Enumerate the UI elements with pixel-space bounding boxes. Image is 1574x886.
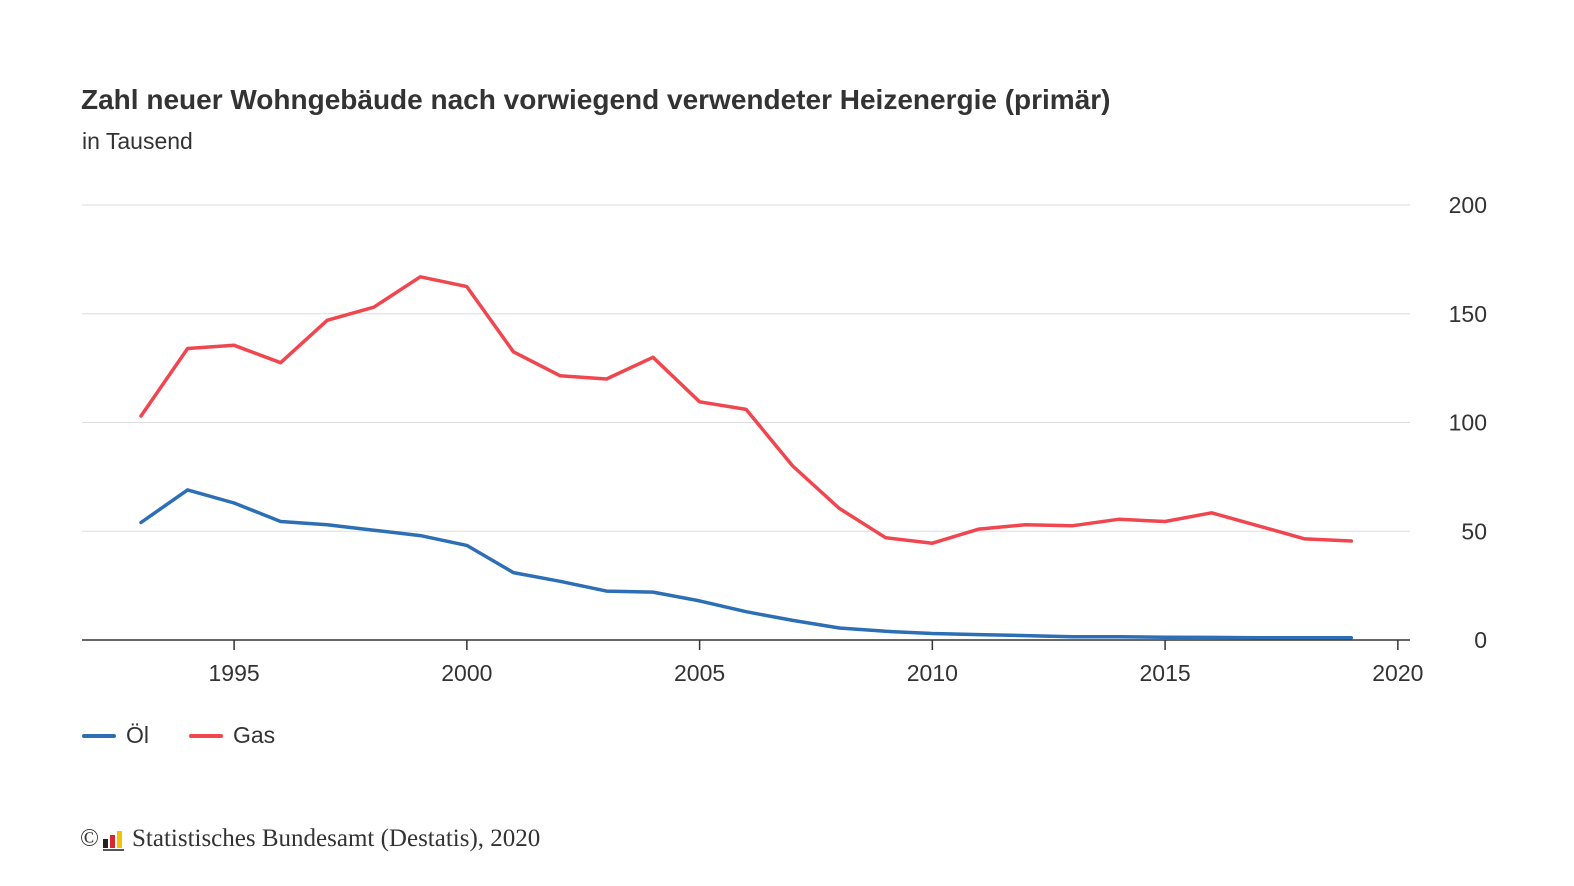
data-point-oel-2000[interactable]	[465, 543, 469, 547]
data-point-gas-2017[interactable]	[1256, 524, 1260, 528]
legend-swatch-gas	[189, 733, 223, 738]
x-tick-label-1995: 1995	[209, 660, 260, 686]
data-point-oel-2017[interactable]	[1256, 636, 1260, 640]
data-point-gas-1999[interactable]	[418, 275, 422, 279]
data-point-oel-1996[interactable]	[279, 519, 283, 523]
data-point-gas-2014[interactable]	[1117, 517, 1121, 521]
data-point-gas-1996[interactable]	[279, 361, 283, 365]
x-tick-label-2015: 2015	[1140, 660, 1191, 686]
x-tick-label-2010: 2010	[907, 660, 958, 686]
data-point-oel-2008[interactable]	[837, 626, 841, 630]
x-tick-label-2020: 2020	[1372, 660, 1423, 686]
data-point-oel-2003[interactable]	[605, 589, 609, 593]
data-point-gas-2015[interactable]	[1163, 519, 1167, 523]
chart-title: Zahl neuer Wohngebäude nach vorwiegend v…	[81, 84, 1111, 115]
data-point-gas-2018[interactable]	[1303, 537, 1307, 541]
data-point-oel-2019[interactable]	[1349, 636, 1353, 640]
data-point-oel-2018[interactable]	[1303, 636, 1307, 640]
copyright-symbol: ©	[80, 825, 99, 852]
data-point-gas-1998[interactable]	[372, 305, 376, 309]
data-point-oel-1995[interactable]	[232, 501, 236, 505]
data-point-gas-2002[interactable]	[558, 374, 562, 378]
data-point-gas-2006[interactable]	[744, 407, 748, 411]
data-point-gas-2001[interactable]	[511, 350, 515, 354]
data-point-gas-2008[interactable]	[837, 506, 841, 510]
axes: 0 50 100 150 200 1995 2000 2005 2010 2015 2020	[82, 192, 1487, 686]
legend-label-gas: Gas	[233, 722, 276, 748]
data-point-gas-2000[interactable]	[465, 285, 469, 289]
data-point-gas-2009[interactable]	[884, 536, 888, 540]
x-tick-label-2005: 2005	[674, 660, 725, 686]
series-lines	[139, 275, 1354, 640]
data-point-oel-2009[interactable]	[884, 629, 888, 633]
data-point-gas-1993[interactable]	[139, 414, 143, 418]
data-point-gas-1994[interactable]	[186, 347, 190, 351]
data-point-oel-2011[interactable]	[977, 633, 981, 637]
data-point-oel-2006[interactable]	[744, 610, 748, 614]
source-footer: © Statistisches Bundesamt (Destatis), 20…	[80, 825, 540, 853]
y-tick-label-50: 50	[1461, 518, 1487, 544]
data-point-oel-2014[interactable]	[1117, 635, 1121, 639]
y-tick-label-150: 150	[1449, 301, 1487, 327]
y-tick-label-200: 200	[1449, 192, 1487, 218]
legend-swatch-oel	[82, 733, 116, 738]
data-point-gas-2013[interactable]	[1070, 524, 1074, 528]
data-point-oel-2001[interactable]	[511, 571, 515, 575]
data-point-gas-2007[interactable]	[791, 464, 795, 468]
legend: Öl Gas	[82, 722, 315, 749]
series-line-gas[interactable]	[139, 275, 1354, 545]
data-point-gas-2019[interactable]	[1349, 539, 1353, 543]
y-tick-label-0: 0	[1474, 627, 1487, 653]
data-point-oel-1993[interactable]	[139, 521, 143, 525]
data-point-oel-2015[interactable]	[1163, 635, 1167, 639]
data-point-oel-1994[interactable]	[186, 488, 190, 492]
chart-subtitle: in Tausend	[82, 128, 193, 154]
data-point-oel-2013[interactable]	[1070, 635, 1074, 639]
data-point-oel-2012[interactable]	[1023, 634, 1027, 638]
data-point-oel-2002[interactable]	[558, 579, 562, 583]
x-tick-label-2000: 2000	[441, 660, 492, 686]
data-point-oel-2016[interactable]	[1210, 635, 1214, 639]
data-point-oel-1997[interactable]	[325, 523, 329, 527]
data-point-oel-1998[interactable]	[372, 528, 376, 532]
series-line-oel[interactable]	[139, 488, 1354, 640]
data-point-oel-2005[interactable]	[698, 599, 702, 603]
y-tick-label-100: 100	[1449, 410, 1487, 436]
destatis-logo-icon	[103, 828, 124, 851]
data-point-gas-2016[interactable]	[1210, 511, 1214, 515]
data-point-oel-2007[interactable]	[791, 618, 795, 622]
data-point-gas-2004[interactable]	[651, 355, 655, 359]
legend-label-oel: Öl	[126, 722, 149, 748]
data-point-gas-1995[interactable]	[232, 343, 236, 347]
data-point-oel-2004[interactable]	[651, 590, 655, 594]
gridlines	[82, 204, 1410, 532]
legend-item-oel[interactable]: Öl	[82, 722, 149, 749]
data-point-gas-2010[interactable]	[930, 541, 934, 545]
data-point-gas-2005[interactable]	[698, 400, 702, 404]
data-point-gas-2012[interactable]	[1023, 523, 1027, 527]
data-point-gas-1997[interactable]	[325, 318, 329, 322]
source-text: Statistisches Bundesamt (Destatis), 2020	[132, 825, 541, 852]
data-point-gas-2003[interactable]	[605, 377, 609, 381]
data-point-oel-1999[interactable]	[418, 534, 422, 538]
data-point-gas-2011[interactable]	[977, 527, 981, 531]
legend-item-gas[interactable]: Gas	[189, 722, 275, 749]
data-point-oel-2010[interactable]	[930, 631, 934, 635]
